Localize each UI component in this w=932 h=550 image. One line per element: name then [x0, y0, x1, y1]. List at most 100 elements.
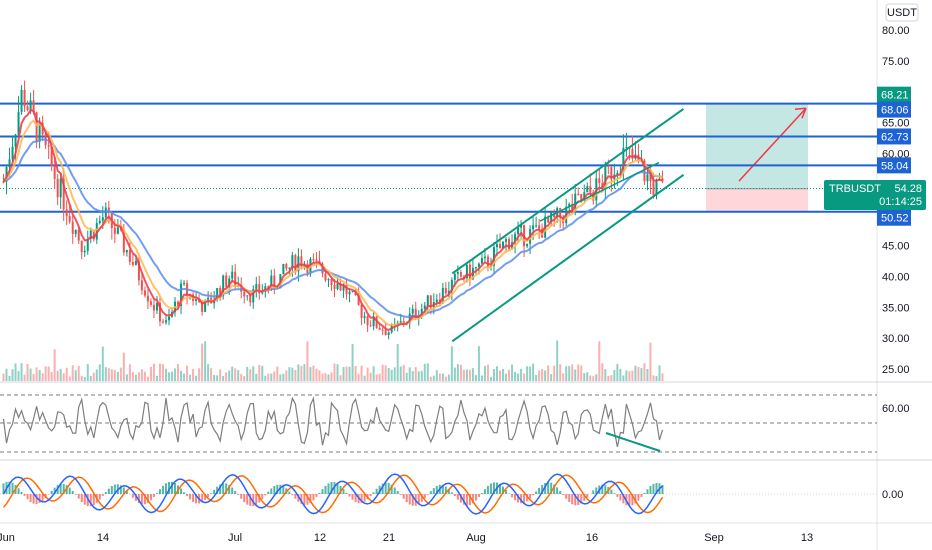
volume-bar — [423, 363, 426, 381]
price-label-tag[interactable] — [877, 157, 911, 174]
rsi-line — [2, 396, 664, 448]
macd-histogram-bar — [423, 494, 426, 499]
projection-arrow[interactable] — [738, 107, 807, 182]
macd-histogram-bar — [71, 490, 74, 494]
macd-histogram-bar — [192, 494, 195, 502]
candle-body — [468, 264, 471, 280]
volume-bar — [402, 364, 405, 381]
macd-histogram-bar — [180, 488, 183, 494]
candle-body — [411, 308, 414, 314]
price-axis-tick: 65.00 — [882, 117, 910, 129]
macd-histogram-bar — [544, 482, 547, 494]
target-zone[interactable] — [706, 102, 808, 189]
volume-bar — [273, 371, 276, 381]
volume-bar — [556, 340, 559, 381]
symbol-last-price: 54.28 — [894, 183, 922, 195]
volume-bar — [74, 370, 77, 381]
macd-histogram-bar — [462, 494, 465, 505]
rsi-divergence-line[interactable] — [605, 432, 661, 452]
channel-lower-line[interactable] — [451, 174, 685, 343]
volume-bar — [375, 374, 378, 381]
macd-histogram-bar — [29, 494, 32, 503]
price-label-tag[interactable] — [877, 86, 911, 103]
volume-bar — [535, 374, 538, 381]
macd-histogram-bar — [571, 494, 574, 505]
volume-bar — [71, 365, 74, 381]
currency-badge[interactable] — [885, 3, 919, 22]
price-label-tag[interactable] — [877, 101, 911, 118]
macd-histogram-bar — [164, 483, 167, 494]
macd-histogram-bar — [53, 487, 56, 494]
macd-histogram-bar — [65, 485, 68, 494]
macd-histogram-bar — [390, 484, 393, 494]
volume-bar — [95, 369, 98, 381]
macd-histogram-bar — [62, 483, 65, 494]
candle-body — [38, 122, 41, 142]
candle-body — [655, 180, 658, 196]
macd-histogram-bar — [140, 494, 143, 505]
macd-histogram-bar — [41, 494, 44, 501]
volume-bar — [544, 370, 547, 381]
candle-body — [526, 243, 529, 247]
volume-bar — [495, 366, 498, 381]
macd-histogram-bar — [149, 494, 152, 501]
candle-body — [65, 209, 68, 217]
macd-histogram-bar — [300, 494, 303, 504]
macd-histogram-bar — [372, 492, 375, 494]
candle-body — [53, 166, 56, 179]
candle-body — [86, 239, 89, 251]
volume-bar — [330, 372, 333, 381]
volume-bar — [59, 368, 62, 381]
volume-bar — [643, 363, 646, 381]
macd-histogram-bar — [471, 494, 474, 504]
candle-body — [492, 247, 495, 266]
macd-histogram-bar — [228, 484, 231, 494]
price-label-tag[interactable] — [877, 128, 911, 145]
volume-bar — [62, 373, 65, 381]
candle-body — [80, 240, 83, 253]
volume-bar — [450, 346, 453, 381]
candle-body — [646, 174, 649, 182]
candle-body — [312, 259, 315, 261]
macd-histogram-bar — [640, 494, 643, 497]
candle-body — [631, 149, 634, 159]
volume-bar — [655, 376, 658, 381]
volume-bar — [297, 364, 300, 381]
macd-histogram-bar — [345, 492, 348, 494]
candle-body — [164, 320, 167, 323]
macd-histogram-bar — [174, 482, 177, 494]
volume-bar — [261, 365, 264, 381]
symbol-name: TRBUSDT — [829, 183, 881, 195]
macd-histogram-bar — [98, 494, 101, 500]
candle-body — [535, 225, 538, 227]
macd-histogram-bar — [369, 494, 372, 496]
macd-histogram-bar — [411, 494, 414, 506]
candle-body — [77, 230, 80, 241]
volume-bar — [110, 369, 113, 381]
volume-bar — [131, 372, 134, 381]
channel-upper-line[interactable] — [451, 108, 685, 275]
candle-body — [59, 178, 62, 198]
volume-bar — [180, 370, 183, 381]
channel-midline[interactable] — [539, 161, 660, 222]
volume-bar — [408, 367, 411, 381]
stop-zone[interactable] — [706, 188, 808, 211]
volume-bar — [357, 374, 360, 381]
macd-histogram-bar — [556, 487, 559, 494]
volume-bar — [622, 375, 625, 381]
price-label-tag[interactable] — [877, 209, 911, 226]
symbol-price-badge[interactable] — [824, 180, 926, 210]
macd-histogram-bar — [152, 494, 155, 497]
candle-body — [450, 279, 453, 291]
volume-bar — [26, 364, 29, 381]
macd-histogram-bar — [435, 485, 438, 494]
macd-histogram-bar — [38, 494, 41, 504]
candle-body — [520, 224, 523, 228]
volume-bar — [631, 370, 634, 381]
macd-histogram-bar — [252, 494, 255, 507]
volume-bar — [438, 373, 441, 381]
macd-histogram-bar — [601, 484, 604, 494]
volume-bar — [441, 373, 444, 381]
